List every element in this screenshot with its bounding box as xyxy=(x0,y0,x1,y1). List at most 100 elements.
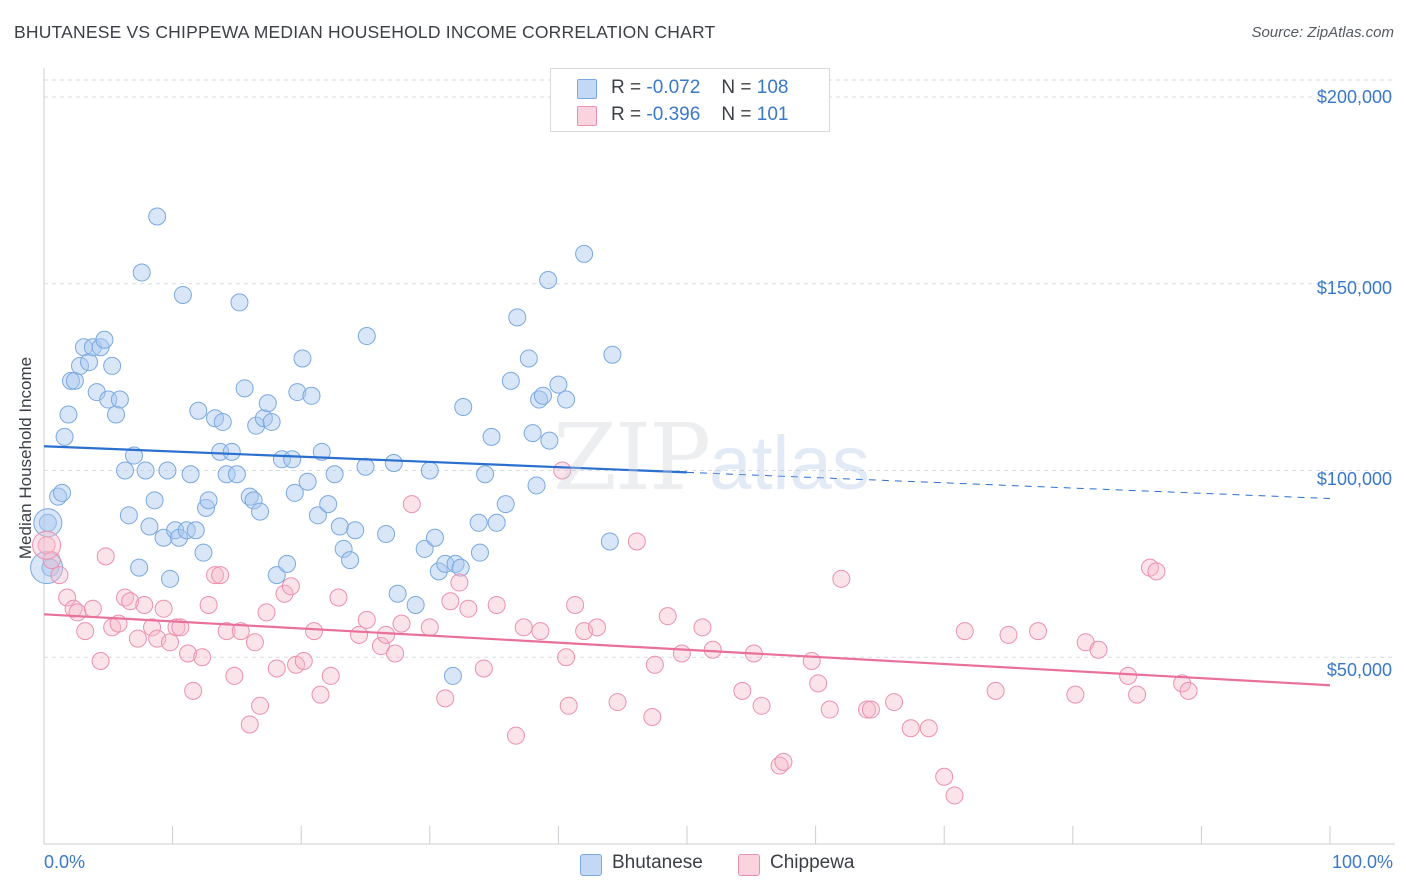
bhutanese-point xyxy=(420,461,439,480)
watermark: ZIPatlas xyxy=(553,404,870,511)
bhutanese-point xyxy=(443,666,462,685)
x-axis-min-label: 0.0% xyxy=(44,852,86,872)
chippewa-point xyxy=(321,666,340,685)
chippewa-point xyxy=(557,648,576,667)
chippewa-point xyxy=(294,651,313,670)
legend-r-label: R = xyxy=(611,77,642,98)
bhutanese-point xyxy=(107,405,126,424)
legend-swatch-chippewa xyxy=(577,106,597,126)
y-tick-150000: $150,000 xyxy=(1316,278,1392,298)
chippewa-point xyxy=(752,696,771,715)
bhutanese-point xyxy=(71,356,90,375)
x-axis-max-label: 100.0% xyxy=(1331,852,1393,872)
bhutanese-point xyxy=(312,442,331,461)
chippewa-point xyxy=(128,629,147,648)
chippewa-point xyxy=(861,700,880,719)
chippewa-point xyxy=(514,618,533,637)
bhutanese-point xyxy=(116,461,135,480)
chippewa-point xyxy=(135,595,154,614)
bhutanese-point xyxy=(302,386,321,405)
bhutanese-point xyxy=(217,465,236,484)
chippewa-point xyxy=(193,648,212,667)
chippewa-point xyxy=(217,622,236,641)
chippewa-point xyxy=(919,719,938,738)
bhutanese-point xyxy=(158,461,177,480)
bhutanese-point xyxy=(470,543,489,562)
bhutanese-point xyxy=(600,532,619,551)
bhutanese-point xyxy=(65,371,84,390)
chippewa-point xyxy=(986,681,1005,700)
bhutanese-point xyxy=(482,427,501,446)
axes xyxy=(43,68,1395,845)
bhutanese-point xyxy=(357,327,376,346)
bhutanese-point xyxy=(110,390,129,409)
chippewa-point xyxy=(506,726,525,745)
bhutanese-points xyxy=(30,207,622,685)
bhutanese-point xyxy=(425,528,444,547)
bhutanese-point xyxy=(325,465,344,484)
bhutanese-point xyxy=(145,491,164,510)
watermark-atlas: atlas xyxy=(709,421,870,506)
chippewa-point xyxy=(257,603,276,622)
chippewa-point xyxy=(167,618,186,637)
bhutanese-point xyxy=(170,528,189,547)
bottom-legend-swatch-chippewa xyxy=(738,854,760,876)
legend-n-value-bhutanese: 108 xyxy=(756,77,789,98)
bhutanese-point xyxy=(173,285,192,304)
bhutanese-point xyxy=(55,427,74,446)
bhutanese-point xyxy=(230,293,249,312)
chippewa-point xyxy=(566,595,585,614)
bhutanese-trend-line-extension xyxy=(686,471,1331,500)
bhutanese-point xyxy=(59,405,78,424)
chippewa-point xyxy=(231,622,250,641)
chippewa-point xyxy=(143,618,162,637)
chippewa-point xyxy=(802,651,821,670)
bhutanese-point xyxy=(384,454,403,473)
chippewa-point xyxy=(733,681,752,700)
legend-r-label: R = xyxy=(611,104,642,125)
chart-source: Source: ZipAtlas.com xyxy=(1251,24,1394,41)
bhutanese-point xyxy=(501,371,520,390)
chippewa-point xyxy=(608,693,627,712)
bhutanese-point xyxy=(186,521,205,540)
bhutanese-point xyxy=(177,521,196,540)
chippewa-point xyxy=(161,633,180,652)
chippewa-point xyxy=(275,584,294,603)
bhutanese-point xyxy=(53,483,72,502)
bhutanese-point xyxy=(161,569,180,588)
chippewa-point xyxy=(245,633,264,652)
bhutanese-point xyxy=(278,554,297,573)
bhutanese-point xyxy=(406,595,425,614)
bhutanese-point xyxy=(469,513,488,532)
bhutanese-point xyxy=(125,446,144,465)
chippewa-point xyxy=(832,569,851,588)
bhutanese-point xyxy=(519,349,538,368)
y-tick-200000: $200,000 xyxy=(1316,87,1392,107)
chippewa-point xyxy=(1173,674,1192,693)
chippewa-point xyxy=(955,622,974,641)
bhutanese-point xyxy=(189,401,208,420)
y-tick-100000: $100,000 xyxy=(1316,469,1392,489)
bhutanese-point xyxy=(508,308,527,327)
bhutanese-point xyxy=(119,506,138,525)
bhutanese-point xyxy=(454,398,473,417)
legend-n-value-chippewa: 101 xyxy=(756,104,789,125)
chippewa-point xyxy=(154,599,173,618)
bhutanese-point xyxy=(227,465,246,484)
bhutanese-point xyxy=(95,330,114,349)
bhutanese-point xyxy=(527,476,546,495)
bhutanese-point xyxy=(346,521,365,540)
chippewa-point xyxy=(1147,562,1166,581)
bhutanese-point xyxy=(451,558,470,577)
chippewa-point xyxy=(658,607,677,626)
bhutanese-point xyxy=(549,375,568,394)
bhutanese-point xyxy=(62,371,81,390)
chippewa-point xyxy=(58,588,77,607)
chippewa-point xyxy=(858,700,877,719)
bhutanese-point xyxy=(244,491,263,510)
chippewa-point xyxy=(643,708,662,727)
legend-r-value-bhutanese: -0.072 xyxy=(646,77,701,98)
legend-r-value-chippewa: -0.396 xyxy=(646,104,701,125)
chippewa-point xyxy=(474,659,493,678)
bhutanese-point xyxy=(251,502,270,521)
